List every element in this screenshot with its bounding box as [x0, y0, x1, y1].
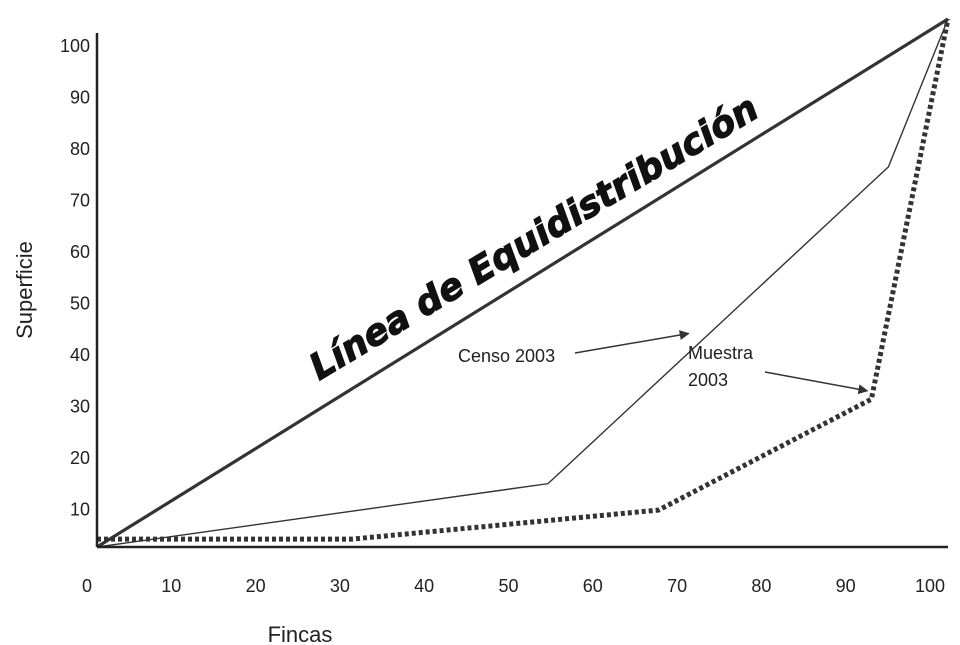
x-axis-ticks: 0 10 20 30 40 50 60 70 80 90 100: [82, 576, 945, 596]
x-tick-label: 50: [498, 576, 518, 596]
muestra-arrow: [764, 371, 869, 395]
x-tick-label: 80: [751, 576, 771, 596]
y-tick-label: 70: [70, 191, 90, 211]
x-tick-label: 30: [330, 576, 350, 596]
x-tick-label: 60: [583, 576, 603, 596]
x-tick-label: 100: [915, 576, 945, 596]
y-tick-label: 60: [70, 242, 90, 262]
y-tick-label: 40: [70, 345, 90, 365]
muestra-annotation-line1: Muestra: [688, 343, 754, 363]
x-tick-label: 90: [836, 576, 856, 596]
y-tick-label: 30: [70, 397, 90, 417]
censo-annotation: Censo 2003: [458, 346, 555, 366]
series-line-1: [96, 17, 949, 549]
x-tick-label: 20: [246, 576, 266, 596]
x-tick-label: 70: [667, 576, 687, 596]
y-tick-label: 20: [70, 448, 90, 468]
y-tick-label: 90: [70, 88, 90, 108]
x-tick-label: 40: [414, 576, 434, 596]
series-layer: [96, 17, 951, 549]
x-tick-label: 0: [82, 576, 92, 596]
y-axis-title: Superficie: [12, 241, 37, 339]
y-tick-label: 100: [60, 36, 90, 56]
y-axis-ticks: 10 20 30 40 50 60 70 80 90 100: [60, 36, 90, 520]
y-tick-label: 10: [70, 500, 90, 520]
muestra-annotation-line2: 2003: [688, 370, 728, 390]
y-tick-label: 50: [70, 294, 90, 314]
x-axis-title: Fincas: [268, 622, 333, 645]
x-tick-label: 10: [161, 576, 181, 596]
series-line-3: [97, 18, 951, 542]
censo-arrow: [574, 330, 690, 354]
y-tick-label: 80: [70, 139, 90, 159]
series-line-2: [96, 18, 949, 548]
